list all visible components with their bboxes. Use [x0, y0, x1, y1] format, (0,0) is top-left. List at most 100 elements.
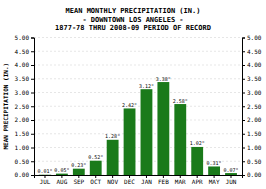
data-label: 1.28" [105, 133, 120, 139]
tick: JUL [40, 175, 51, 185]
tick: 2.00 [15, 116, 34, 123]
tick-label: JUN [226, 178, 237, 185]
tick: NOV [107, 175, 118, 185]
bar [124, 108, 136, 175]
tick: 0.00 [242, 171, 262, 178]
bar [141, 89, 153, 175]
bar [107, 140, 119, 175]
tick-label: 2.50 [247, 103, 262, 110]
data-label: 2.42" [122, 102, 137, 108]
tick: FEB [158, 175, 169, 185]
tick-label: NOV [107, 178, 118, 185]
tick: JAN [141, 175, 152, 185]
tick: 3.50 [15, 75, 34, 82]
data-label: 1.02" [190, 140, 205, 146]
title: MEAN MONTHLY PRECIPITATION (IN.)- DOWNTO… [55, 7, 211, 32]
tick-label: 3.00 [247, 89, 262, 96]
grid-line [34, 120, 242, 121]
tick-label: SEP [73, 178, 84, 185]
grid-line [34, 65, 242, 66]
tick: 4.00 [15, 61, 34, 68]
data-label: 0.31" [207, 160, 222, 166]
y-axis-title: MEAN PRECIPITATION (IN.) [2, 63, 9, 150]
bar [73, 169, 85, 175]
tick-label: 4.00 [247, 61, 262, 68]
tick: 5.00 [15, 34, 34, 41]
tick-mark [31, 106, 34, 107]
tick: 4.00 [242, 61, 262, 68]
tick-label: 4.00 [15, 61, 30, 68]
tick-label: 0.00 [15, 171, 30, 178]
plot: 0.01"0.05"0.23"0.52" 1.28" 2.42" 3.12"3.38"… [15, 34, 262, 185]
grid-line [34, 133, 242, 134]
axis-line [31, 38, 35, 176]
bar [225, 173, 237, 175]
data-label: 0.52" [88, 154, 103, 160]
tick: 1.00 [15, 144, 34, 151]
tick: SEP [73, 175, 84, 185]
tick: 2.50 [242, 103, 262, 110]
tick: 0.50 [15, 158, 34, 165]
tick: 0.50 [242, 158, 262, 165]
tick-label: AUG [56, 178, 67, 185]
tick: 2.00 [242, 116, 262, 123]
tick-label: MAR [175, 178, 186, 185]
tick-mark [242, 38, 245, 39]
tick-mark [242, 148, 245, 149]
grid-line [34, 51, 242, 52]
data-label: 0.23" [71, 162, 86, 168]
tick-label: 3.50 [247, 75, 262, 82]
data-label: 0.07" [223, 167, 238, 173]
tick-label: 0.50 [15, 158, 30, 165]
bar [208, 166, 220, 175]
grid-line [34, 78, 242, 79]
tick: 3.00 [15, 89, 34, 96]
tick: 4.50 [15, 48, 34, 55]
tick-label: FEB [158, 178, 169, 185]
tick-label: 0.50 [247, 158, 262, 165]
data-label: 3.38" [156, 76, 171, 82]
title-line: - DOWNTOWN LOS ANGELES - [82, 16, 183, 24]
tick-mark [31, 161, 34, 162]
tick: 2.50 [15, 103, 34, 110]
tick-mark [242, 106, 245, 107]
axis-line [243, 38, 246, 176]
tick: 1.50 [15, 130, 34, 137]
tick-mark [31, 93, 34, 94]
tick-label: MAY [209, 178, 220, 185]
data-label: 0.05" [54, 167, 69, 173]
tick-label: 4.50 [247, 48, 262, 55]
data-label: 0.01" [37, 168, 52, 174]
tick: 3.00 [242, 89, 262, 96]
tick-label: 0.00 [247, 171, 262, 178]
tick-label: JAN [141, 178, 152, 185]
tick-mark [242, 161, 245, 162]
tick-mark [31, 65, 34, 66]
grid [34, 38, 242, 176]
title-line: MEAN MONTHLY PRECIPITATION (IN.) [66, 7, 201, 15]
data-label: 2.58" [173, 98, 188, 104]
tick-label: 1.00 [15, 144, 30, 151]
bar [39, 174, 51, 175]
tick-mark [31, 134, 34, 135]
bar [157, 82, 169, 175]
grid-line [34, 92, 242, 93]
tick-label: 3.00 [15, 89, 30, 96]
grid-line [34, 37, 242, 38]
tick-mark [242, 134, 245, 135]
tick-mark [242, 175, 245, 176]
tick-mark [31, 175, 34, 176]
bar [90, 161, 102, 175]
tick-label: JUL [40, 178, 51, 185]
tick-label: 1.00 [247, 144, 262, 151]
tick: AUG [56, 175, 67, 185]
tick-mark [242, 93, 245, 94]
grid-line [34, 147, 242, 148]
y2-axis: 0.000.501.001.502.002.503.003.504.004.50… [242, 34, 262, 179]
tick: 4.50 [242, 48, 262, 55]
tick-mark [242, 79, 245, 80]
tick-label: 1.50 [15, 130, 30, 137]
bar [191, 147, 203, 175]
tick: 5.00 [242, 34, 262, 41]
data-label: 3.12" [139, 83, 154, 89]
